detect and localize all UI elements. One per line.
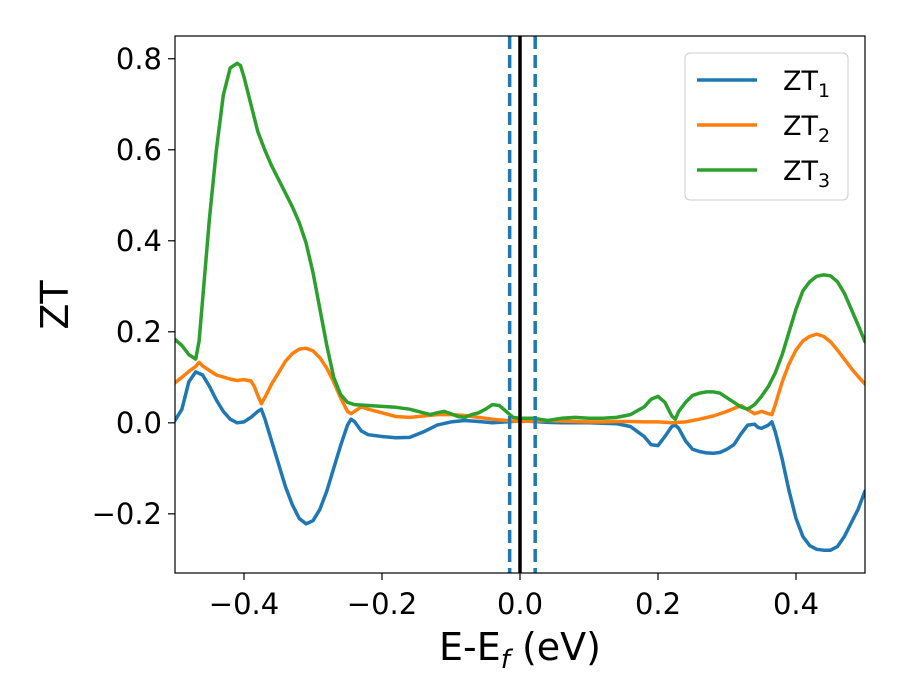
x-axis-label-main: E-E — [439, 625, 501, 669]
y-tick-label: −0.2 — [92, 497, 162, 531]
y-tick-label: 0.4 — [116, 224, 162, 258]
y-axis-ticks: −0.2 0.0 0.2 0.4 0.6 0.8 — [92, 42, 175, 531]
x-axis-label-unit: (eV) — [510, 625, 601, 669]
y-tick-label: 0.6 — [116, 133, 162, 167]
y-tick-label: 0.2 — [116, 315, 162, 349]
legend-label-zt2: ZT2 — [783, 111, 830, 147]
x-tick-label: −0.4 — [209, 587, 279, 621]
legend-box — [684, 52, 849, 201]
x-axis-ticks: −0.4 −0.2 0.0 0.2 0.4 — [209, 573, 819, 621]
x-tick-label: 0.0 — [497, 587, 543, 621]
y-tick-label: 0.8 — [116, 42, 162, 76]
series-line-zt3 — [175, 61, 865, 423]
legend: ZT1 ZT2 ZT3 — [684, 52, 849, 201]
series-line-zt2 — [175, 332, 865, 425]
series-layer — [175, 61, 865, 552]
reference-lines — [507, 36, 537, 573]
x-tick-label: 0.4 — [773, 587, 819, 621]
legend-label-zt1: ZT1 — [783, 66, 830, 102]
y-axis-label: ZT — [33, 280, 77, 330]
y-tick-label: 0.0 — [116, 406, 162, 440]
x-axis-label: E-Ef (eV) — [439, 625, 601, 675]
x-tick-label: 0.2 — [635, 587, 681, 621]
legend-label-zt3: ZT3 — [783, 156, 830, 192]
x-tick-label: −0.2 — [347, 587, 417, 621]
